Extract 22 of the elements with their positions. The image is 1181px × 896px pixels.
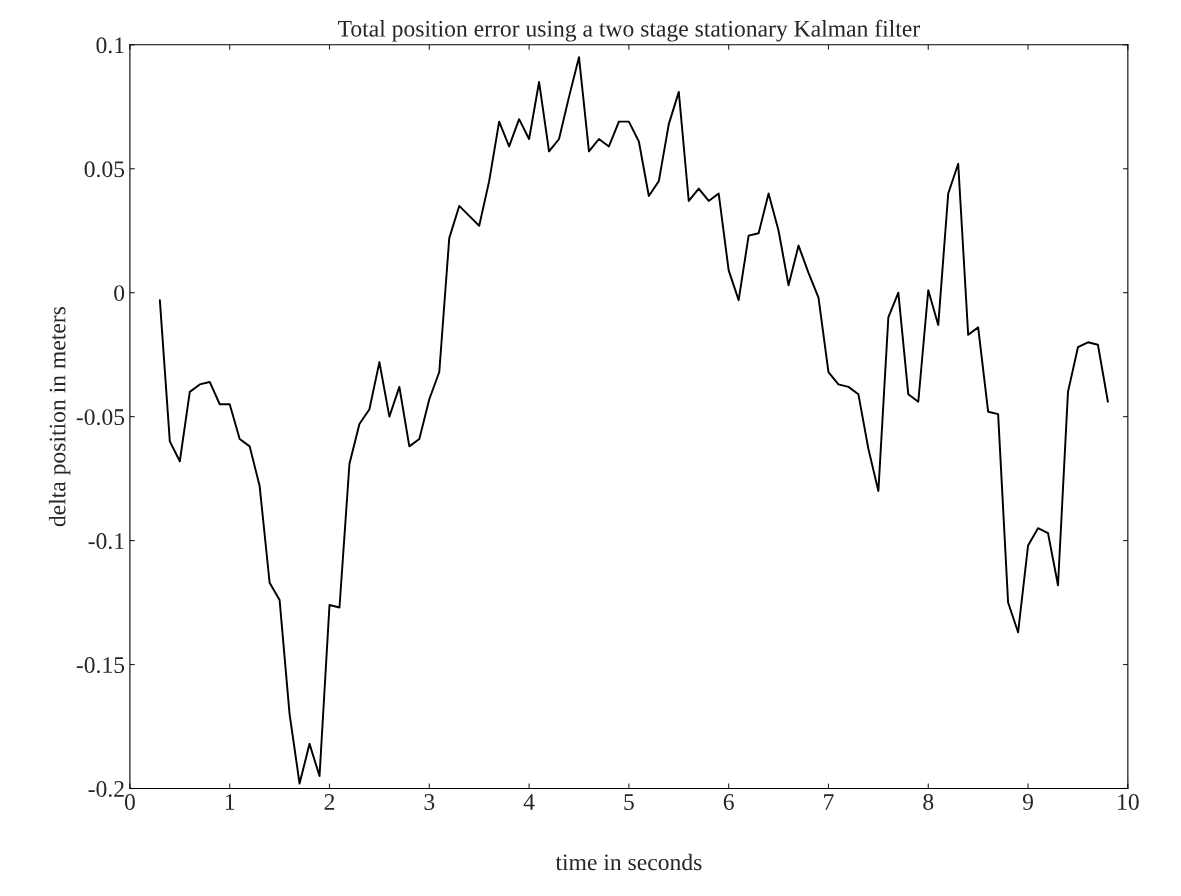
y-axis-title: delta position in meters [48, 307, 71, 527]
x-tick-label: 6 [723, 794, 734, 810]
x-tick-label: 0 [124, 794, 135, 810]
y-tick-label: 0.1 [96, 37, 124, 54]
x-tick-label: 2 [324, 794, 335, 810]
x-tick-label: 5 [624, 794, 634, 810]
y-tick-label: 0.05 [84, 161, 125, 178]
x-axis-title: time in seconds [555, 853, 702, 871]
x-tick-label: 3 [424, 794, 435, 810]
y-tick-label: -0.2 [88, 780, 124, 798]
y-tick-label: -0.15 [76, 657, 125, 674]
x-tick-label: 8 [923, 794, 934, 810]
chart-title: Total position error using a two stage stationary Kalman filter [338, 19, 920, 42]
x-tick-label: 4 [523, 794, 535, 810]
x-tick-label: 7 [824, 794, 834, 810]
y-tick-label: -0.05 [76, 409, 125, 426]
y-tick-label: 0 [114, 285, 125, 302]
y-tick-label: -0.1 [88, 533, 124, 550]
line-series [158, 56, 1109, 785]
x-tick-label: 10 [1118, 794, 1139, 810]
x-tick-label: 9 [1022, 794, 1033, 810]
x-tick-label: 1 [225, 794, 235, 810]
